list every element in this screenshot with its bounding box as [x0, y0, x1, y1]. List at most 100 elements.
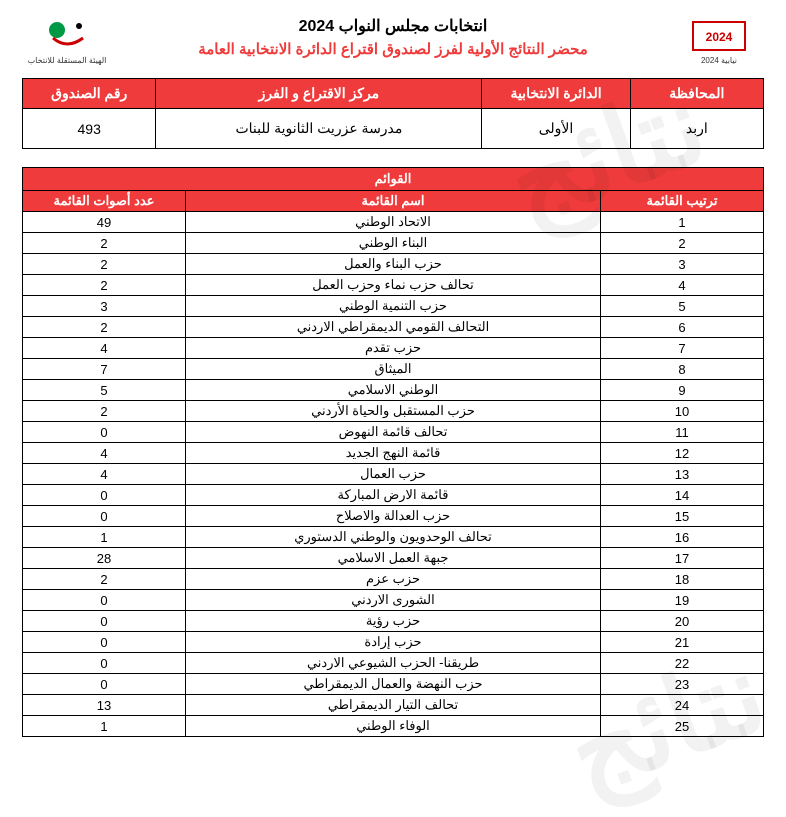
cell-votes: 3 [23, 296, 186, 317]
meta-v-box: 493 [23, 109, 156, 149]
table-row: 23حزب النهضة والعمال الديمقراطي0 [23, 674, 764, 695]
cell-order: 21 [600, 632, 763, 653]
cell-order: 12 [600, 443, 763, 464]
cell-order: 6 [600, 317, 763, 338]
cell-order: 25 [600, 716, 763, 737]
cell-votes: 49 [23, 212, 186, 233]
cell-name: تحالف الوحدويون والوطني الدستوري [186, 527, 601, 548]
cell-votes: 5 [23, 380, 186, 401]
cell-name: الاتحاد الوطني [186, 212, 601, 233]
cell-name: حزب المستقبل والحياة الأردني [186, 401, 601, 422]
cell-name: قائمة الارض المباركة [186, 485, 601, 506]
cell-order: 16 [600, 527, 763, 548]
cell-votes: 0 [23, 632, 186, 653]
svg-text:2024: 2024 [706, 30, 733, 44]
cell-name: التحالف القومي الديمقراطي الاردني [186, 317, 601, 338]
table-row: 11تحالف قائمة النهوض0 [23, 422, 764, 443]
table-row: 4تحالف حزب نماء وحزب العمل2 [23, 275, 764, 296]
cell-votes: 7 [23, 359, 186, 380]
cell-votes: 2 [23, 275, 186, 296]
cell-order: 11 [600, 422, 763, 443]
table-row: 13حزب العمال4 [23, 464, 764, 485]
table-row: 9الوطني الاسلامي5 [23, 380, 764, 401]
logo-right-label: نيابية 2024 [701, 56, 737, 65]
table-row: 7حزب تقدم4 [23, 338, 764, 359]
logo-left-label: الهيئة المستقلة للانتخاب [28, 56, 107, 65]
cell-order: 19 [600, 590, 763, 611]
title-sub: محضر النتائج الأولية لفرز لصندوق اقتراع … [122, 40, 664, 58]
cell-order: 4 [600, 275, 763, 296]
table-row: 21حزب إرادة0 [23, 632, 764, 653]
cell-name: الشورى الاردني [186, 590, 601, 611]
table-row: 2البناء الوطني2 [23, 233, 764, 254]
cell-name: حزب إرادة [186, 632, 601, 653]
cell-order: 20 [600, 611, 763, 632]
cell-order: 14 [600, 485, 763, 506]
cell-votes: 0 [23, 674, 186, 695]
page-header: 2024 نيابية 2024 انتخابات مجلس النواب 20… [22, 10, 764, 70]
table-row: 24تحالف التيار الديمقراطي13 [23, 695, 764, 716]
col-name: اسم القائمة [186, 191, 601, 212]
cell-votes: 0 [23, 653, 186, 674]
col-votes: عدد أصوات القائمة [23, 191, 186, 212]
cell-name: حزب التنمية الوطني [186, 296, 601, 317]
cell-name: تحالف التيار الديمقراطي [186, 695, 601, 716]
cell-votes: 2 [23, 401, 186, 422]
cell-votes: 0 [23, 590, 186, 611]
logo-right: 2024 نيابية 2024 [674, 10, 764, 70]
meta-h-district: الدائرة الانتخابية [482, 79, 630, 109]
cell-votes: 1 [23, 527, 186, 548]
cell-order: 9 [600, 380, 763, 401]
cell-votes: 2 [23, 317, 186, 338]
table-row: 12قائمة النهج الجديد4 [23, 443, 764, 464]
lists-section-title: القوائم [23, 168, 764, 191]
table-row: 5حزب التنمية الوطني3 [23, 296, 764, 317]
cell-order: 5 [600, 296, 763, 317]
cell-order: 18 [600, 569, 763, 590]
cell-order: 8 [600, 359, 763, 380]
cell-votes: 13 [23, 695, 186, 716]
cell-name: الوفاء الوطني [186, 716, 601, 737]
cell-name: حزب العدالة والاصلاح [186, 506, 601, 527]
table-row: 15حزب العدالة والاصلاح0 [23, 506, 764, 527]
cell-order: 23 [600, 674, 763, 695]
table-row: 22طريقنا- الحزب الشيوعي الاردني0 [23, 653, 764, 674]
cell-order: 15 [600, 506, 763, 527]
cell-name: حزب النهضة والعمال الديمقراطي [186, 674, 601, 695]
table-row: 8الميثاق7 [23, 359, 764, 380]
cell-order: 3 [600, 254, 763, 275]
cell-name: البناء الوطني [186, 233, 601, 254]
cell-order: 13 [600, 464, 763, 485]
meta-v-district: الأولى [482, 109, 630, 149]
lists-table: القوائم ترتيب القائمة اسم القائمة عدد أص… [22, 167, 764, 737]
cell-votes: 2 [23, 569, 186, 590]
cell-votes: 4 [23, 443, 186, 464]
cell-votes: 28 [23, 548, 186, 569]
logo-left: الهيئة المستقلة للانتخاب [22, 10, 112, 70]
cell-order: 24 [600, 695, 763, 716]
cell-order: 7 [600, 338, 763, 359]
titles: انتخابات مجلس النواب 2024 محضر النتائج ا… [112, 10, 674, 68]
meta-h-center: مركز الاقتراع و الفرز [156, 79, 482, 109]
cell-votes: 4 [23, 338, 186, 359]
cell-votes: 0 [23, 611, 186, 632]
cell-name: حزب رؤية [186, 611, 601, 632]
table-row: 18حزب عزم2 [23, 569, 764, 590]
cell-votes: 4 [23, 464, 186, 485]
cell-name: حزب تقدم [186, 338, 601, 359]
meta-v-governorate: اربد [630, 109, 763, 149]
cell-votes: 2 [23, 233, 186, 254]
table-row: 25الوفاء الوطني1 [23, 716, 764, 737]
cell-votes: 0 [23, 485, 186, 506]
table-row: 6التحالف القومي الديمقراطي الاردني2 [23, 317, 764, 338]
cell-order: 1 [600, 212, 763, 233]
table-row: 17جبهة العمل الاسلامي28 [23, 548, 764, 569]
col-order: ترتيب القائمة [600, 191, 763, 212]
cell-name: الميثاق [186, 359, 601, 380]
cell-name: تحالف قائمة النهوض [186, 422, 601, 443]
cell-order: 22 [600, 653, 763, 674]
table-row: 19الشورى الاردني0 [23, 590, 764, 611]
table-row: 3حزب البناء والعمل2 [23, 254, 764, 275]
title-main: انتخابات مجلس النواب 2024 [122, 16, 664, 36]
cell-name: جبهة العمل الاسلامي [186, 548, 601, 569]
